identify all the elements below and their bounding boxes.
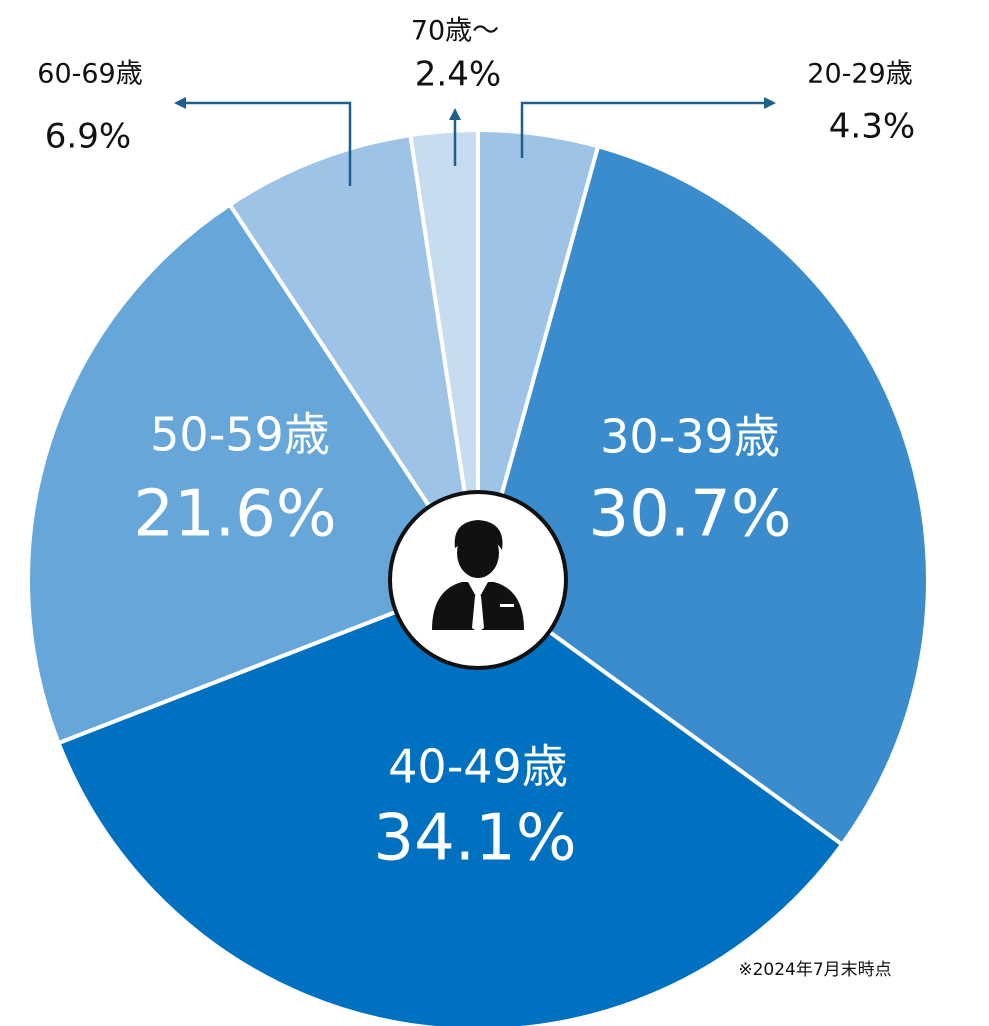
arrowhead [174, 97, 186, 109]
icon-hair [454, 520, 503, 550]
value-label: 6.9% [45, 117, 131, 157]
icon-collar [468, 582, 488, 600]
category-label: 60-69歳 [37, 59, 142, 90]
category-label: 40-49歳 [388, 740, 568, 794]
pie-slice [408, 127, 480, 581]
category-label: 50-59歳 [150, 408, 330, 462]
note: ※2024年7月末時点 [738, 960, 891, 980]
icon-pocket [500, 604, 514, 607]
pie-slice [55, 577, 845, 1026]
icon-tie [472, 596, 484, 632]
arrowheads [174, 97, 776, 120]
arrowhead [449, 108, 461, 120]
value-label: 34.1% [373, 802, 576, 876]
value-label: 21.6% [133, 478, 336, 552]
value-label: 4.3% [829, 107, 915, 147]
arrowhead [764, 97, 776, 109]
pie [26, 127, 930, 1026]
icon-head [457, 528, 499, 578]
value-label: 30.7% [588, 478, 791, 552]
pie-slice [226, 132, 480, 582]
value-label: 2.4% [415, 55, 501, 95]
icon-circle [388, 490, 568, 670]
center-icon [388, 490, 568, 670]
pie-slice [26, 201, 482, 746]
leader-lines [185, 101, 765, 186]
category-label: 30-39歳 [600, 410, 780, 464]
pie-slice [475, 143, 930, 848]
leader-line [520, 101, 765, 158]
leader-line [185, 101, 352, 186]
category-label: 20-29歳 [807, 59, 912, 90]
category-label: 70歳～ [411, 16, 499, 47]
